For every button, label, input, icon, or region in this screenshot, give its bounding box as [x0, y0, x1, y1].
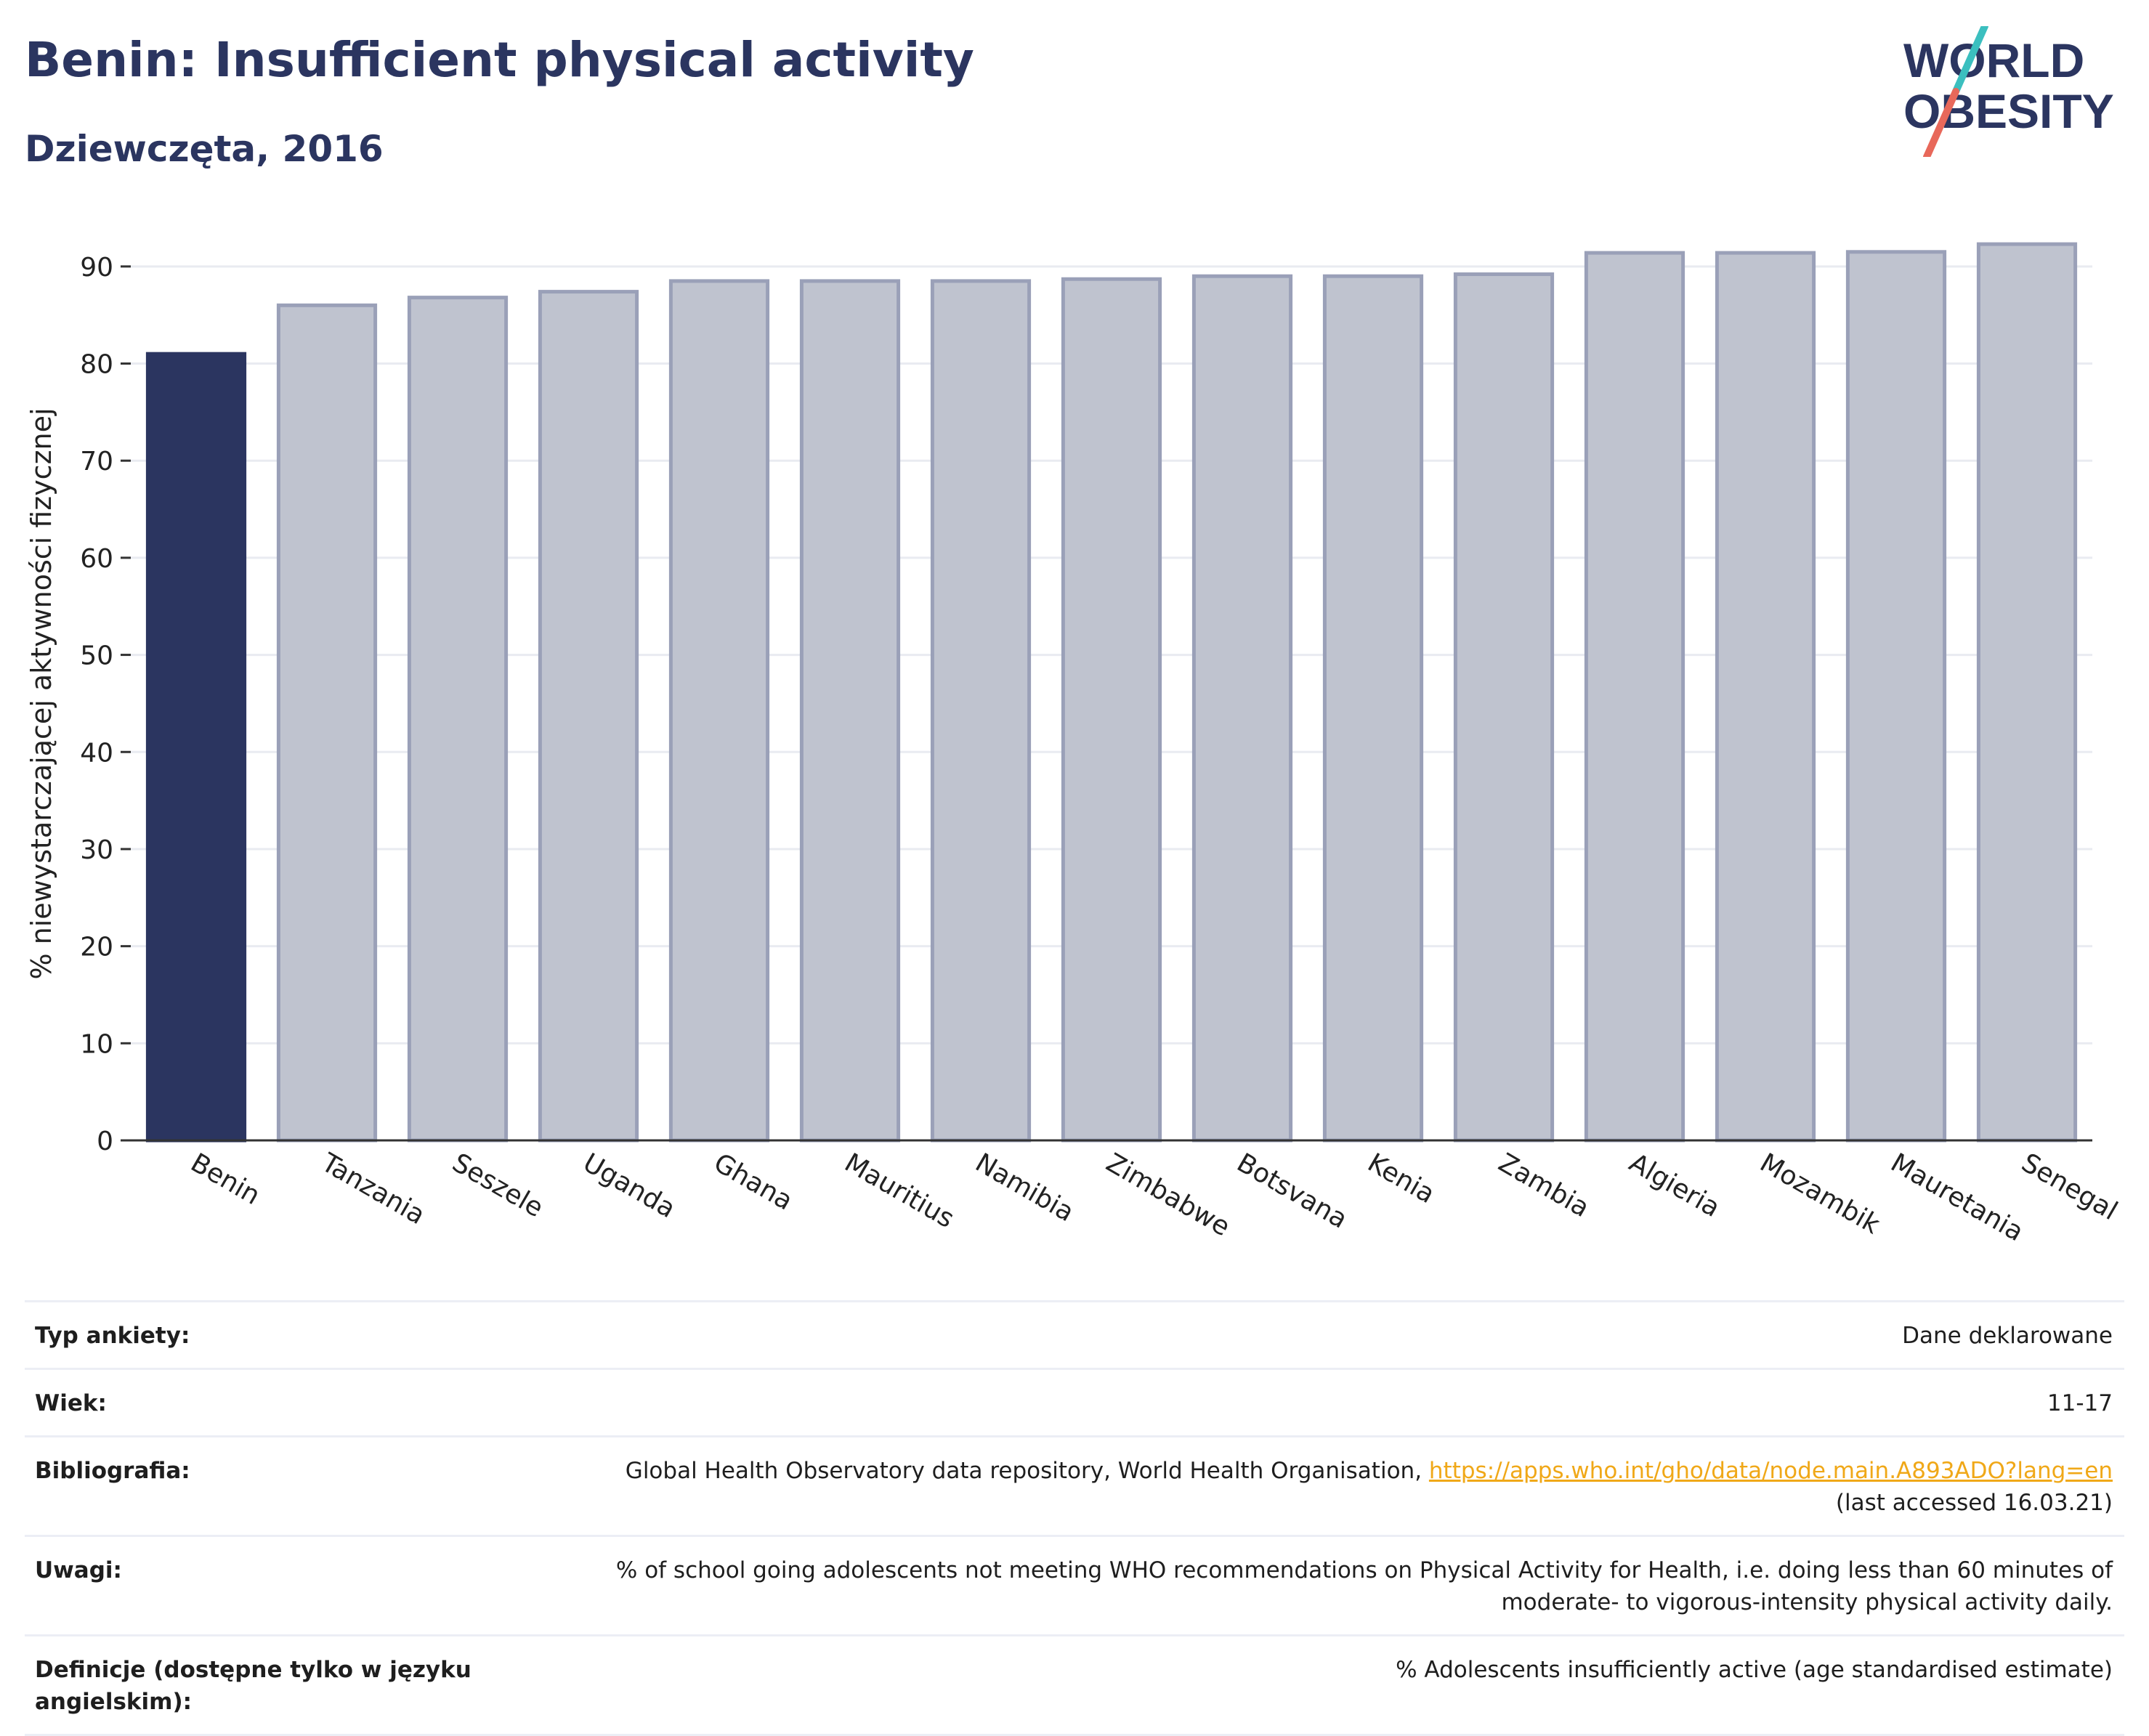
bar-mozambik [1715, 251, 1816, 1143]
y-tick-label: 10 [80, 1029, 113, 1059]
bar-tanzania [276, 303, 378, 1143]
world-obesity-logo: WORLD OBESITY [1903, 26, 2114, 157]
bar-kenia [1322, 274, 1424, 1143]
y-tick-label: 40 [80, 738, 113, 768]
info-row: Wiek: 11-17 [25, 1368, 2124, 1435]
x-tick-label: Zambia [1494, 1148, 1595, 1223]
page-subtitle: Dziewczęta, 2016 [25, 128, 384, 170]
bar-uganda [538, 290, 639, 1143]
x-tick-label: Ghana [709, 1148, 798, 1216]
y-tick-label: 90 [80, 253, 113, 283]
info-value: Global Health Observatory data repositor… [626, 1455, 2113, 1519]
x-tick-label: Senegal [2017, 1148, 2123, 1226]
bar-zimbabwe [1061, 277, 1162, 1143]
info-row: Bibliografia: Global Health Observatory d… [25, 1435, 2124, 1535]
bar-ghana [668, 279, 770, 1143]
bar-seszele [407, 296, 509, 1143]
info-row: Typ ankiety: Dane deklarowane [25, 1300, 2124, 1368]
y-tick-label: 30 [80, 835, 113, 865]
bar-mauritius [799, 279, 901, 1143]
bar-namibia [930, 279, 1032, 1143]
x-tick-label: Benin [186, 1148, 265, 1211]
x-tick-label: Mauritius [840, 1148, 960, 1234]
info-label: Bibliografia: [35, 1458, 190, 1484]
bar-mauretania [1845, 250, 1947, 1143]
x-tick-label: Mauretania [1886, 1148, 2028, 1247]
y-tick-label: 0 [97, 1127, 113, 1156]
bar-senegal [1976, 242, 2078, 1143]
x-axis-labels: Benin Tanzania Seszele Uganda Ghana Mauritius… [186, 1148, 2123, 1248]
info-value: Dane deklarowane [1902, 1323, 2113, 1349]
info-label: Typ ankiety: [35, 1323, 190, 1349]
info-value: 11-17 [2047, 1390, 2113, 1416]
bar-botsvana [1191, 274, 1293, 1143]
x-tick-label: Kenia [1363, 1148, 1440, 1209]
x-tick-label: Namibia [971, 1148, 1080, 1228]
x-tick-label: Botsvana [1232, 1148, 1353, 1234]
bars [145, 242, 2078, 1143]
y-axis-ticks: 0 10 20 30 40 50 60 70 80 90 [80, 253, 131, 1156]
info-value: % of school going adolescents not meetin… [615, 1557, 2113, 1615]
info-value-suffix: (last accessed 16.03.21) [1835, 1490, 2113, 1516]
source-link[interactable]: https://apps.who.int/gho/data/node.main.… [1428, 1458, 2113, 1484]
x-tick-label: Algieria [1624, 1148, 1725, 1223]
x-tick-label: Uganda [578, 1148, 681, 1224]
logo-line1: WORLD [1903, 33, 2084, 87]
bar-chart: 0 10 20 30 40 50 60 70 80 90 Benin Tanzania Seszele… [25, 242, 2123, 1248]
bar-benin [145, 352, 247, 1143]
info-label: Definicje (dostępne tylko w języku angie… [35, 1657, 472, 1715]
bar-algieria [1584, 251, 1685, 1143]
logo-slash-coral [1923, 88, 1959, 157]
info-value: % Adolescents insufficiently active (age… [1396, 1657, 2113, 1683]
info-row: Definicje (dostępne tylko w języku angie… [25, 1634, 2124, 1736]
bar-zambia [1453, 272, 1555, 1143]
info-label: Wiek: [35, 1390, 107, 1416]
x-tick-label: Seszele [448, 1148, 549, 1223]
logo-slash-teal [1952, 26, 1988, 95]
page-title: Benin: Insufficient physical activity [25, 32, 974, 88]
y-tick-label: 50 [80, 641, 113, 671]
y-tick-label: 20 [80, 933, 113, 962]
info-table: Typ ankiety: Dane deklarowane Wiek: 11-17 Bi… [25, 1300, 2124, 1736]
info-value-prefix: Global Health Observatory data repositor… [625, 1458, 1429, 1484]
y-axis-label: % niewystarczającej aktywności fizycznej [25, 407, 57, 979]
x-tick-label: Mozambik [1755, 1148, 1885, 1240]
x-tick-label: Tanzania [316, 1148, 430, 1230]
y-tick-label: 80 [80, 350, 113, 380]
y-tick-label: 70 [80, 447, 113, 476]
info-row: Uwagi: % of school going adolescents not … [25, 1535, 2124, 1634]
x-tick-label: Zimbabwe [1101, 1148, 1235, 1242]
y-tick-label: 60 [80, 544, 113, 574]
info-label: Uwagi: [35, 1557, 122, 1583]
